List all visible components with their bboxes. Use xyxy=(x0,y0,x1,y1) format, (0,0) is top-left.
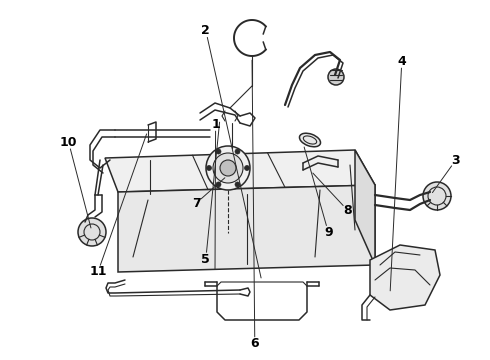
Circle shape xyxy=(206,146,250,190)
Circle shape xyxy=(213,153,243,183)
Text: 6: 6 xyxy=(250,337,259,350)
Circle shape xyxy=(423,182,451,210)
Circle shape xyxy=(235,149,240,154)
Text: 4: 4 xyxy=(397,55,406,68)
Circle shape xyxy=(220,160,236,176)
Text: 7: 7 xyxy=(192,197,200,210)
Text: 1: 1 xyxy=(211,118,220,131)
Ellipse shape xyxy=(299,133,320,147)
Circle shape xyxy=(216,149,221,154)
Polygon shape xyxy=(355,150,375,265)
Polygon shape xyxy=(370,245,440,310)
Text: 9: 9 xyxy=(324,226,333,239)
Circle shape xyxy=(245,166,249,171)
Circle shape xyxy=(78,218,106,246)
Circle shape xyxy=(235,182,240,187)
Text: 8: 8 xyxy=(343,204,352,217)
Text: 10: 10 xyxy=(60,136,77,149)
Polygon shape xyxy=(105,150,375,192)
Circle shape xyxy=(328,69,344,85)
Circle shape xyxy=(206,166,212,171)
Text: 2: 2 xyxy=(201,24,210,37)
Circle shape xyxy=(216,182,221,187)
Text: 3: 3 xyxy=(451,154,460,167)
Text: 11: 11 xyxy=(89,265,107,278)
Polygon shape xyxy=(118,185,375,272)
Text: 5: 5 xyxy=(201,253,210,266)
